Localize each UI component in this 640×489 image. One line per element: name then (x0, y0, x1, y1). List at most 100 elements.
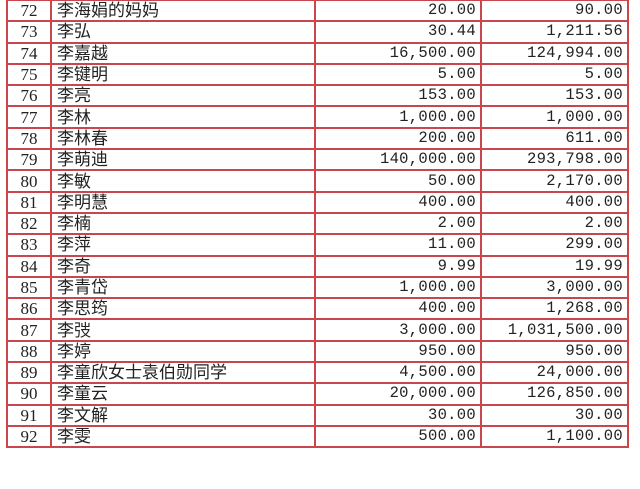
row-number: 81 (6, 190, 52, 214)
table-row: 87 李弢 3,000.00 1,031,500.00 (6, 318, 629, 342)
cumulative-amount: 30.00 (480, 403, 629, 427)
table-row: 81 李明慧 400.00 400.00 (6, 190, 629, 214)
cumulative-amount: 1,000.00 (480, 105, 629, 129)
donor-name: 李婷 (50, 339, 316, 364)
table-row: 78 李林春 200.00 611.00 (6, 126, 629, 151)
donation-amount: 153.00 (314, 84, 482, 108)
donor-name: 李林春 (50, 126, 316, 151)
donor-name: 李奇 (50, 254, 316, 278)
donor-name: 李亮 (50, 84, 316, 108)
donor-table-body: 72 李海娟的妈妈 20.00 90.00 73 李弘 30.44 1,211.56 74 李嘉越… (6, 0, 629, 449)
table-row: 76 李亮 153.00 153.00 (6, 84, 629, 108)
cumulative-amount: 293,798.00 (480, 148, 629, 172)
row-number: 88 (6, 339, 52, 364)
donation-amount: 1,000.00 (314, 105, 482, 129)
table-row: 72 李海娟的妈妈 20.00 90.00 (6, 0, 629, 23)
donor-name: 李弘 (50, 20, 316, 44)
row-number: 83 (6, 233, 52, 257)
row-number: 84 (6, 254, 52, 278)
table-row: 88 李婷 950.00 950.00 (6, 339, 629, 364)
table-row: 84 李奇 9.99 19.99 (6, 254, 629, 278)
donation-amount: 20,000.00 (314, 382, 482, 406)
row-number: 82 (6, 211, 52, 236)
donor-name: 李文解 (50, 403, 316, 427)
cumulative-amount: 2.00 (480, 211, 629, 236)
donation-amount: 4,500.00 (314, 361, 482, 385)
row-number: 86 (6, 297, 52, 321)
donation-amount: 950.00 (314, 339, 482, 364)
donor-table: 72 李海娟的妈妈 20.00 90.00 73 李弘 30.44 1,211.56 74 李嘉越… (6, 0, 629, 449)
table-row: 82 李楠 2.00 2.00 (6, 211, 629, 236)
cumulative-amount: 299.00 (480, 233, 629, 257)
cumulative-amount: 1,268.00 (480, 297, 629, 321)
row-number: 85 (6, 275, 52, 300)
table-row: 79 李萌迪 140,000.00 293,798.00 (6, 148, 629, 172)
donation-amount: 30.00 (314, 403, 482, 427)
cumulative-amount: 400.00 (480, 190, 629, 214)
donation-amount: 500.00 (314, 424, 482, 449)
donation-amount: 9.99 (314, 254, 482, 278)
cumulative-amount: 1,031,500.00 (480, 318, 629, 342)
donor-name: 李童欣女士袁伯勋同学 (50, 361, 316, 385)
row-number: 74 (6, 41, 52, 65)
row-number: 72 (6, 0, 52, 23)
donor-name: 李童云 (50, 382, 316, 406)
row-number: 77 (6, 105, 52, 129)
table-row: 77 李林 1,000.00 1,000.00 (6, 105, 629, 129)
donation-amount: 1,000.00 (314, 275, 482, 300)
table-row: 89 李童欣女士袁伯勋同学 4,500.00 24,000.00 (6, 361, 629, 385)
table-row: 75 李键明 5.00 5.00 (6, 62, 629, 87)
donation-amount: 11.00 (314, 233, 482, 257)
table-row: 91 李文解 30.00 30.00 (6, 403, 629, 427)
donation-amount: 200.00 (314, 126, 482, 151)
donor-name: 李海娟的妈妈 (50, 0, 316, 23)
donor-name: 李楠 (50, 211, 316, 236)
table-row: 83 李萍 11.00 299.00 (6, 233, 629, 257)
cumulative-amount: 2,170.00 (480, 169, 629, 193)
cumulative-amount: 124,994.00 (480, 41, 629, 65)
donation-amount: 400.00 (314, 190, 482, 214)
row-number: 76 (6, 84, 52, 108)
cumulative-amount: 1,211.56 (480, 20, 629, 44)
table-row: 86 李思筠 400.00 1,268.00 (6, 297, 629, 321)
donor-name: 李雯 (50, 424, 316, 449)
row-number: 91 (6, 403, 52, 427)
donor-name: 李思筠 (50, 297, 316, 321)
table-row: 73 李弘 30.44 1,211.56 (6, 20, 629, 44)
donation-amount: 30.44 (314, 20, 482, 44)
donation-amount: 50.00 (314, 169, 482, 193)
donor-name: 李嘉越 (50, 41, 316, 65)
row-number: 78 (6, 126, 52, 151)
donor-name: 李明慧 (50, 190, 316, 214)
donor-name: 李敏 (50, 169, 316, 193)
donation-amount: 20.00 (314, 0, 482, 23)
donation-amount: 5.00 (314, 62, 482, 87)
cumulative-amount: 153.00 (480, 84, 629, 108)
donor-name: 李键明 (50, 62, 316, 87)
row-number: 87 (6, 318, 52, 342)
donor-name: 李青岱 (50, 275, 316, 300)
cumulative-amount: 5.00 (480, 62, 629, 87)
row-number: 73 (6, 20, 52, 44)
donation-amount: 3,000.00 (314, 318, 482, 342)
row-number: 79 (6, 148, 52, 172)
row-number: 75 (6, 62, 52, 87)
donor-name: 李弢 (50, 318, 316, 342)
donation-amount: 16,500.00 (314, 41, 482, 65)
row-number: 90 (6, 382, 52, 406)
donation-amount: 140,000.00 (314, 148, 482, 172)
table-row: 90 李童云 20,000.00 126,850.00 (6, 382, 629, 406)
table-row: 80 李敏 50.00 2,170.00 (6, 169, 629, 193)
cumulative-amount: 3,000.00 (480, 275, 629, 300)
donation-amount: 2.00 (314, 211, 482, 236)
table-row: 92 李雯 500.00 1,100.00 (6, 424, 629, 449)
donor-name: 李萌迪 (50, 148, 316, 172)
donor-name: 李林 (50, 105, 316, 129)
row-number: 92 (6, 424, 52, 449)
cumulative-amount: 1,100.00 (480, 424, 629, 449)
cumulative-amount: 19.99 (480, 254, 629, 278)
cumulative-amount: 90.00 (480, 0, 629, 23)
row-number: 89 (6, 361, 52, 385)
table-row: 74 李嘉越 16,500.00 124,994.00 (6, 41, 629, 65)
cumulative-amount: 24,000.00 (480, 361, 629, 385)
